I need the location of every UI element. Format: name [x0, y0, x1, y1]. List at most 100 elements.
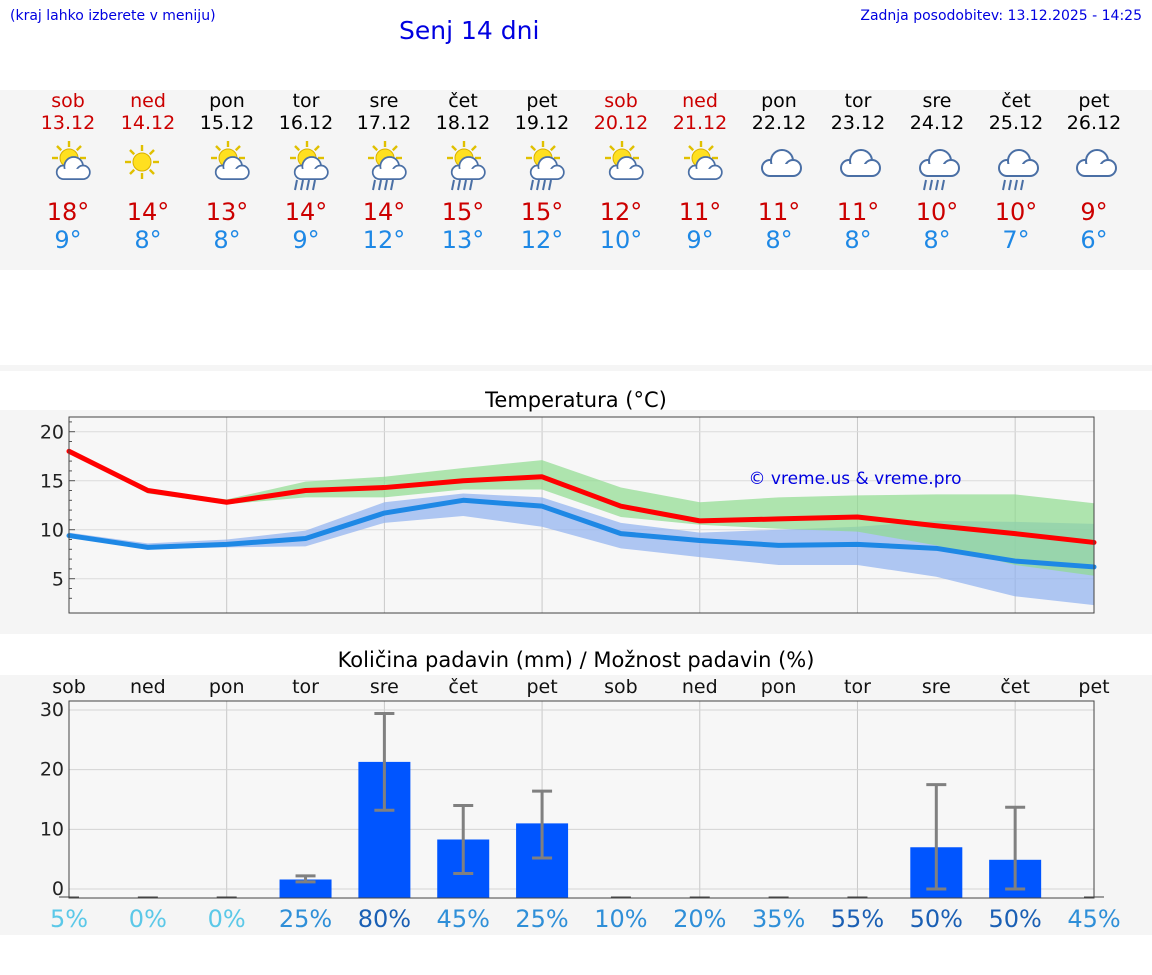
page-title: Senj 14 dni [399, 16, 540, 45]
min-temp: 9° [292, 226, 320, 254]
sun-cloud-rain-icon [436, 140, 490, 194]
sun-ray [451, 145, 458, 152]
cloud-shape [55, 156, 91, 180]
day-date: 18.12 [435, 112, 491, 134]
day-name: pet [1078, 90, 1110, 112]
sun-ray [148, 149, 155, 156]
cloud-body [928, 164, 951, 176]
day-name: ned [682, 90, 718, 112]
min-temp: 9° [54, 226, 82, 254]
precip-probability: 25% [279, 905, 332, 933]
max-temp: 15° [520, 198, 564, 226]
day-name: pon [209, 90, 245, 112]
max-temp-range-band [69, 451, 1094, 576]
sun-cloud-icon [605, 141, 644, 180]
precip-probability: 0% [129, 905, 167, 933]
min-temp: 12° [362, 226, 406, 254]
day-label: sre [922, 676, 951, 698]
cloud-body [849, 164, 872, 176]
sun-ray [234, 145, 241, 152]
sun-cloud-rain-icon [515, 140, 569, 194]
sun-ray [129, 149, 136, 156]
temperature-chart: 5 10 15 20 © vreme.us & vreme.pro [40, 416, 1097, 614]
min-temp: 8° [213, 226, 241, 254]
cloud-shape [687, 156, 723, 180]
cloud-body [63, 168, 84, 180]
rain-drop [542, 179, 546, 191]
max-temp: 18° [46, 198, 90, 226]
precip-probability: 50% [910, 905, 963, 933]
location-menu-hint[interactable]: (kraj lahko izberete v meniju) [10, 8, 216, 24]
sun-cloud-icon [684, 141, 723, 180]
day-date: 23.12 [830, 112, 886, 134]
cloud-rain-icon [998, 149, 1039, 191]
day-date: 26.12 [1066, 112, 1122, 134]
cloud-rain-icon [910, 140, 964, 194]
day-label: tor [292, 676, 319, 698]
plot-frame [68, 700, 1095, 899]
sun-ray [549, 145, 556, 152]
precipitation-chart-title: Količina padavin (mm) / Možnost padavin … [337, 648, 815, 672]
rain-drop [300, 179, 304, 191]
temperature-chart-title: Temperatura (°C) [485, 388, 667, 412]
day-name: sob [51, 90, 85, 112]
sun-cloud-rain-icon [447, 141, 486, 191]
cloud-shape [214, 156, 250, 180]
min-temp: 8° [134, 226, 162, 254]
rain-drop [306, 179, 310, 191]
sun-cloud-rain-icon [526, 141, 565, 191]
day-label: sob [52, 676, 86, 698]
precip-bar [279, 879, 332, 898]
y-tick-label: 10 [40, 818, 64, 840]
day-date: 25.12 [988, 112, 1044, 134]
precip-probability: 35% [752, 905, 805, 933]
cloud-shape [293, 156, 329, 180]
min-temp: 8° [844, 226, 872, 254]
rain-drop [530, 179, 534, 191]
cloud-body [537, 168, 558, 180]
precip-probability: 10% [594, 905, 647, 933]
day-label: tor [844, 676, 871, 698]
max-temp: 14° [126, 198, 170, 226]
sun-ray [707, 145, 714, 152]
cloud-body [1085, 164, 1108, 176]
sun-ray [294, 145, 301, 152]
sun-ray [391, 145, 398, 152]
sun-cloud-rain-icon [290, 141, 329, 191]
rain-drop [1014, 179, 1018, 191]
y-tick-label: 30 [40, 699, 64, 721]
day-date: 19.12 [514, 112, 570, 134]
sun-ray [628, 145, 635, 152]
day-date: 17.12 [356, 112, 412, 134]
min-temp: 13° [441, 226, 485, 254]
rain-drop [548, 179, 552, 191]
day-label: čet [1000, 676, 1030, 698]
rain-drop [390, 179, 394, 191]
day-label: čet [448, 676, 478, 698]
min-temp: 7° [1002, 226, 1030, 254]
cloud-icon [1076, 149, 1117, 177]
day-date: 21.12 [672, 112, 728, 134]
min-temp: 8° [765, 226, 793, 254]
cloud-body [458, 168, 479, 180]
rain-drop [923, 179, 927, 191]
day-date: 24.12 [909, 112, 965, 134]
rain-drop [941, 179, 945, 191]
plot-frame [68, 416, 1095, 614]
max-temp: 10° [994, 198, 1038, 226]
rain-drop [1008, 179, 1012, 191]
day-name: čet [1001, 90, 1031, 112]
min-temp: 6° [1080, 226, 1108, 254]
sun-cloud-icon [673, 140, 727, 194]
rain-drop [935, 179, 939, 191]
cloud-shape [919, 149, 960, 177]
day-date: 15.12 [199, 112, 255, 134]
max-temp: 11° [757, 198, 801, 226]
max-temp: 11° [678, 198, 722, 226]
rain-drop [1020, 179, 1024, 191]
max-temp-line [66, 448, 1097, 545]
cloud-icon [840, 149, 881, 177]
precip-probability: 45% [437, 905, 490, 933]
sun-cloud-rain-icon [279, 140, 333, 194]
precip-probability: 45% [1067, 905, 1120, 933]
